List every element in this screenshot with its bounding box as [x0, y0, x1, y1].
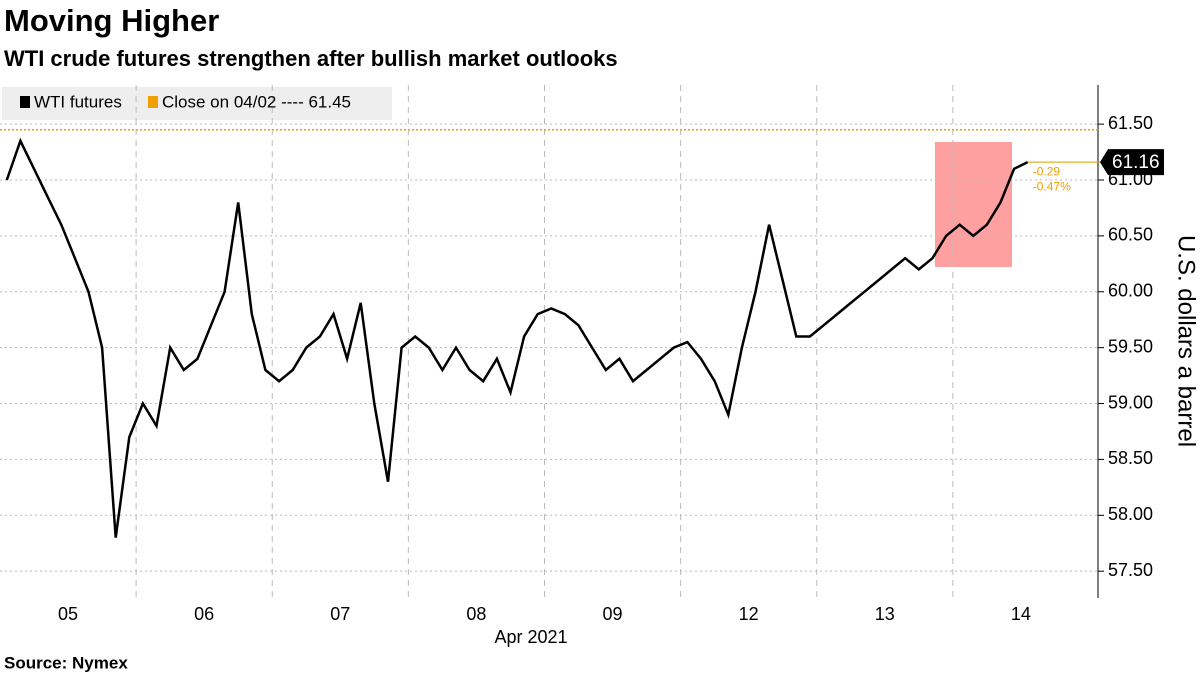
- y-tick-label: 58.50: [1108, 448, 1153, 468]
- x-tick-label: 05: [58, 604, 78, 624]
- y-tick-label: 57.50: [1108, 560, 1153, 580]
- last-value-label: 61.16: [1112, 152, 1160, 173]
- x-tick-label: 14: [1011, 604, 1031, 624]
- annotation: -0.29: [1033, 164, 1061, 178]
- x-tick-label: 13: [875, 604, 895, 624]
- x-tick-label: 08: [466, 604, 486, 624]
- line: [5, 137, 1029, 538]
- y-tick-label: 60.00: [1108, 281, 1153, 301]
- y-tick-label: 59.00: [1108, 392, 1153, 412]
- legend-label: WTI futures: [34, 92, 122, 111]
- x-tick-label: 07: [330, 604, 350, 624]
- x-tick-label: 06: [194, 604, 214, 624]
- x-tick-label: 09: [603, 604, 623, 624]
- y-tick-label: 61.50: [1108, 113, 1153, 133]
- annotation: -0.47%: [1033, 179, 1071, 193]
- y-tick-label: 60.50: [1108, 225, 1153, 245]
- chart-title: Moving Higher: [4, 3, 219, 38]
- legend: [2, 87, 392, 120]
- legend-swatch: [20, 96, 30, 108]
- source: Source: Nymex: [4, 653, 128, 672]
- legend-label: Close on 04/02 ---- 61.45: [162, 92, 351, 111]
- y-tick-label: 58.00: [1108, 504, 1153, 524]
- last-value-badge: [1100, 149, 1164, 176]
- x-tick-label: 12: [739, 604, 759, 624]
- chart-subtitle: WTI crude futures strengthen after bulli…: [4, 46, 618, 71]
- legend-swatch: [148, 96, 158, 108]
- y-axis-label: U.S. dollars a barrel: [1173, 235, 1200, 447]
- y-tick-label: 59.50: [1108, 336, 1153, 356]
- x-axis-label: Apr 2021: [494, 627, 567, 647]
